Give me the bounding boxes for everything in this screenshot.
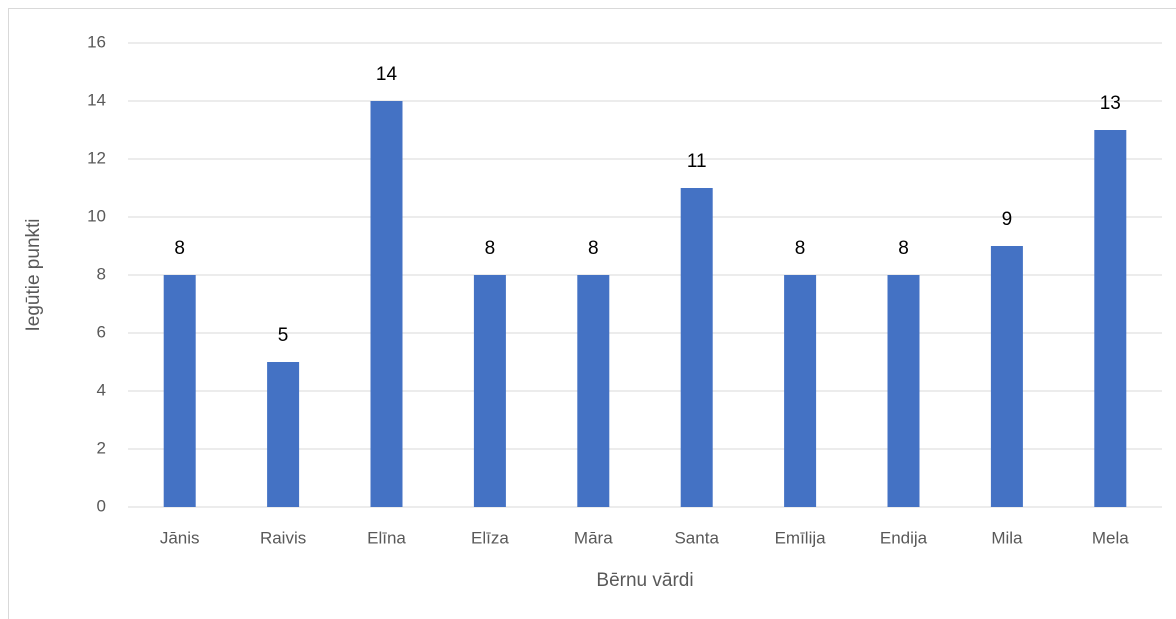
bar [577,275,610,507]
bar [887,275,920,507]
y-tick-label: 2 [97,438,106,457]
bar [370,101,403,507]
x-tick-label: Emīlija [775,528,827,547]
x-tick-label: Mela [1092,528,1129,547]
bar [163,275,196,507]
x-tick-label: Mila [991,528,1023,547]
x-tick-label: Elīza [471,528,509,547]
chart-border [8,8,1176,619]
bar [473,275,506,507]
y-axis-title: Iegūtie punkti [23,218,44,331]
y-tick-label: 0 [97,496,106,515]
bar [990,246,1023,507]
data-label: 8 [174,238,185,259]
data-label: 8 [588,238,599,259]
x-tick-label: Endija [880,528,928,547]
data-label: 8 [898,238,909,259]
bar [267,362,300,507]
bar [784,275,817,507]
x-tick-label: Elīna [367,528,406,547]
y-tick-label: 10 [87,206,106,225]
y-tick-label: 8 [97,264,106,283]
x-tick-label: Jānis [160,528,200,547]
y-tick-label: 16 [87,32,106,51]
y-tick-label: 4 [97,380,106,399]
x-axis-title: Bērnu vārdi [596,570,693,591]
y-tick-label: 6 [97,322,106,341]
bar [680,188,713,507]
data-label: 5 [278,325,289,346]
data-label: 8 [795,238,806,259]
x-tick-label: Māra [574,528,613,547]
data-label: 8 [485,238,496,259]
data-label: 9 [1002,209,1013,230]
x-tick-label: Raivis [260,528,306,547]
y-tick-label: 12 [87,148,106,167]
bar [1094,130,1127,507]
data-label: 13 [1100,93,1121,114]
data-label: 11 [687,151,707,172]
data-label: 14 [376,64,398,85]
x-tick-label: Santa [674,528,719,547]
y-tick-label: 14 [87,90,106,109]
